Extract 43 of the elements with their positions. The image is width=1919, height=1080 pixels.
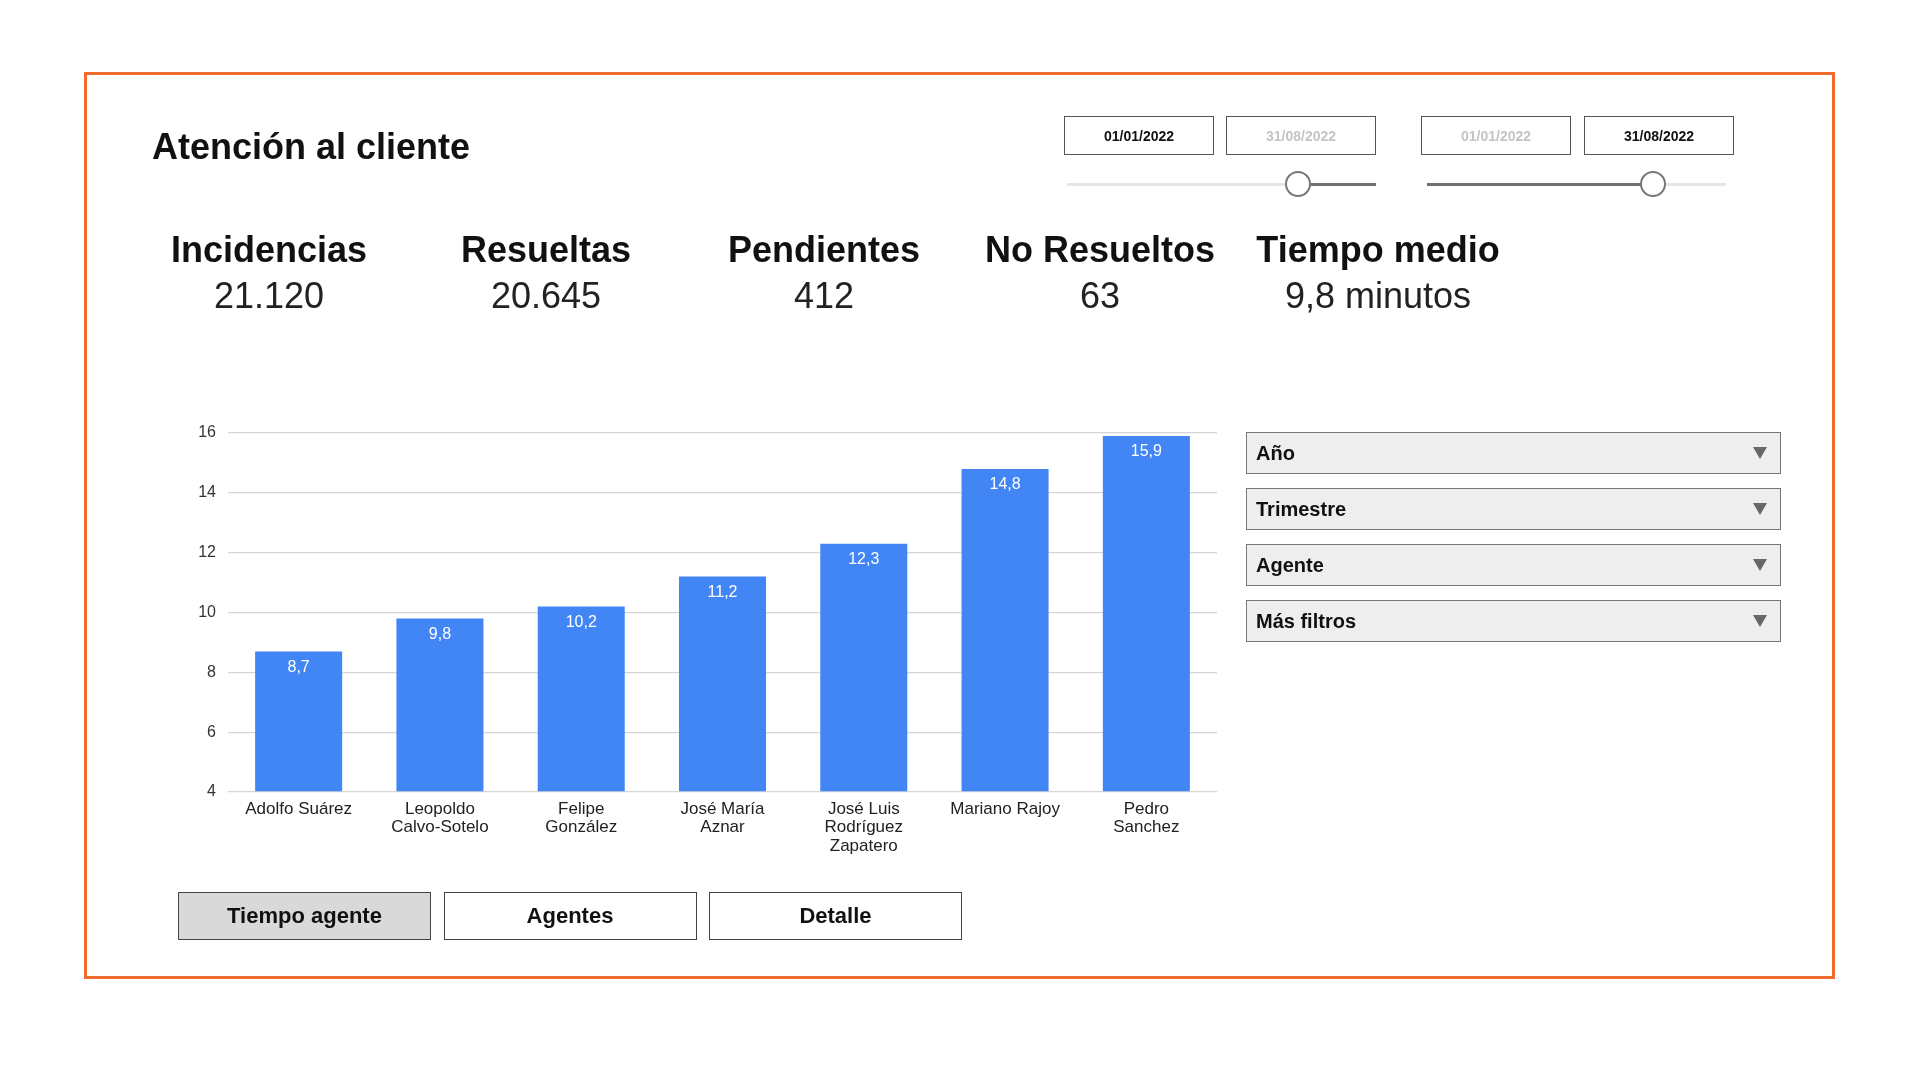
text: Resueltas: [460, 229, 632, 270]
text: Tiempo agente: [227, 903, 382, 929]
text: 31/08/2022: [1623, 127, 1695, 144]
data-label: 11,2: [707, 583, 738, 601]
text: Incidencias: [170, 229, 368, 270]
text: 9,8 minutos: [1284, 275, 1472, 316]
y-tick-label: 4: [207, 782, 217, 800]
text: Más filtros: [1256, 609, 1357, 633]
data-label: 10,2: [565, 612, 597, 630]
text: Atención al cliente: [152, 126, 471, 168]
data-label: 8,7: [287, 657, 310, 675]
text: No Resueltos: [984, 229, 1216, 270]
data-label: 9,8: [428, 624, 452, 642]
text: Año: [1256, 441, 1295, 465]
data-label: 14,8: [989, 475, 1021, 493]
x-tick-label: Felipe González: [545, 798, 618, 837]
text: Trimestre: [1256, 497, 1347, 521]
y-tick-label: 16: [198, 423, 217, 441]
text: Detalle: [799, 903, 872, 929]
x-tick-label: José María Aznar: [680, 798, 766, 837]
text: Tiempo medio: [1256, 229, 1500, 270]
x-tick-label: Leopoldo Calvo-Sotelo: [391, 798, 489, 837]
y-tick-label: 8: [207, 662, 217, 680]
text: 63: [1079, 275, 1121, 316]
text: 20.645: [490, 275, 602, 316]
y-tick-label: 6: [207, 722, 217, 740]
data-label: 12,3: [848, 550, 880, 568]
text: Agente: [1256, 553, 1324, 577]
text: 31/08/2022: [1265, 127, 1337, 144]
y-tick-label: 10: [198, 602, 217, 620]
text: 21.120: [213, 275, 325, 316]
y-tick-label: 14: [198, 483, 217, 501]
x-tick-label: Mariano Rajoy: [950, 798, 1061, 818]
data-label: 15,9: [1130, 442, 1163, 460]
text: 01/01/2022: [1103, 127, 1175, 144]
x-tick-label: Adolfo Suárez: [245, 798, 353, 818]
y-tick-label: 12: [198, 543, 217, 561]
x-tick-label: José Luis Rodríguez Zapatero: [824, 798, 903, 855]
text: Pendientes: [727, 229, 921, 270]
text: 01/01/2022: [1460, 127, 1532, 144]
x-tick-label: Pedro Sanchez: [1113, 798, 1180, 837]
text: 412: [793, 275, 855, 316]
text: Agentes: [526, 903, 614, 929]
